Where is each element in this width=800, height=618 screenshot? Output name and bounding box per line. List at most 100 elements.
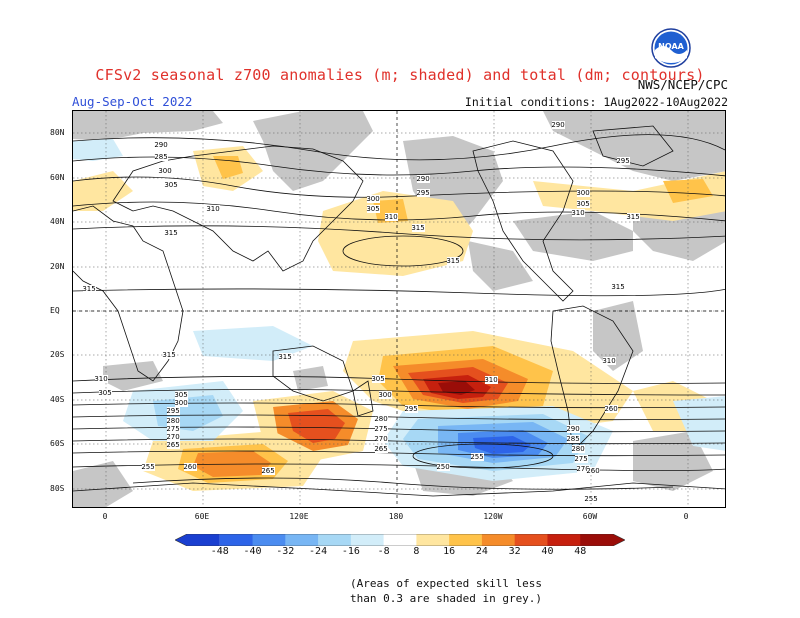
contour-label-background xyxy=(412,224,425,232)
footnote-line-2: than 0.3 are shaded in grey.) xyxy=(350,592,543,605)
contour-label: 290 xyxy=(416,175,429,183)
contour-label-background xyxy=(279,353,292,361)
contour-label-background xyxy=(375,425,388,433)
contour-label: 255 xyxy=(584,495,597,503)
contour-label: 300 xyxy=(174,399,187,407)
contour-label: 265 xyxy=(166,441,179,449)
contour-label-background xyxy=(375,435,388,443)
contour-label: 310 xyxy=(94,375,107,383)
contour-label: 265 xyxy=(374,445,387,453)
contour-label: 300 xyxy=(158,167,171,175)
contour-label-background xyxy=(159,167,172,175)
contour-label: 305 xyxy=(174,391,187,399)
contour-label: 315 xyxy=(162,351,175,359)
contour-label-background xyxy=(83,285,96,293)
contour-label: 315 xyxy=(278,353,291,361)
contour-label: 270 xyxy=(166,433,179,441)
contour-label: 275 xyxy=(166,425,179,433)
colorbar-swatch xyxy=(416,534,450,546)
lat-label-40s: 40S xyxy=(50,395,65,404)
contour-label-background xyxy=(165,181,178,189)
lat-label-60n: 60N xyxy=(50,173,65,182)
negative-anomaly-shading xyxy=(73,139,725,481)
contour-label-background xyxy=(167,425,180,433)
lon-label-0: 0 xyxy=(102,512,108,521)
contour-label: 285 xyxy=(154,153,167,161)
contour-label-background xyxy=(167,433,180,441)
colorbar-tick-label: -48 xyxy=(210,546,229,557)
forecast-period: Aug-Sep-Oct 2022 xyxy=(72,94,193,109)
contour-label-background xyxy=(612,283,625,291)
colorbar-tick-label: 32 xyxy=(508,546,521,557)
lat-label-40n: 40N xyxy=(50,217,65,226)
contour-label: 260 xyxy=(183,463,196,471)
contour-label: 315 xyxy=(82,285,95,293)
contour-label-background xyxy=(485,376,498,384)
contour-label-background xyxy=(142,463,155,471)
colorbar-swatch xyxy=(481,534,516,546)
contour-label-background xyxy=(155,153,168,161)
contour-label: 285 xyxy=(566,435,579,443)
contour-label-background xyxy=(167,441,180,449)
contour-label-background xyxy=(437,463,450,471)
contour-label-background xyxy=(165,229,178,237)
lat-label-80n: 80N xyxy=(50,128,65,137)
reference-lines xyxy=(73,111,725,507)
contour-label-background xyxy=(572,209,585,217)
contour-label: 305 xyxy=(98,389,111,397)
contour-label: 260 xyxy=(604,405,617,413)
agency-label: NWS/NCEP/CPC xyxy=(637,77,728,92)
colorbar-swatch xyxy=(580,534,625,546)
contour-label: 250 xyxy=(436,463,449,471)
lat-label-20s: 20S xyxy=(50,350,65,359)
contour-label-background xyxy=(567,435,580,443)
contour-label: 315 xyxy=(411,224,424,232)
contour-label-background xyxy=(577,465,590,473)
colorbar-tick-label: -32 xyxy=(276,546,295,557)
contour-label: 310 xyxy=(484,376,497,384)
map-title: CFSv2 seasonal z700 anomalies (m; shaded… xyxy=(95,66,705,84)
contour-label-background xyxy=(575,455,588,463)
contour-label-background xyxy=(184,463,197,471)
contour-label: 270 xyxy=(374,435,387,443)
contour-label-background xyxy=(167,417,180,425)
contour-label-background xyxy=(585,495,598,503)
contour-label: 290 xyxy=(154,141,167,149)
colorbar-swatch xyxy=(219,534,254,546)
colorbar-swatch xyxy=(318,534,352,546)
map-canvas: 2902853003053103153003053103152902953152… xyxy=(73,111,725,507)
contour-label: 305 xyxy=(366,205,379,213)
lat-label-20n: 20N xyxy=(50,262,65,271)
contour-label: 310 xyxy=(206,205,219,213)
colorbar-tick-label: 8 xyxy=(413,546,420,557)
contour-label-background xyxy=(375,415,388,423)
contour-label-background xyxy=(572,445,585,453)
colorbar-tick-label: -40 xyxy=(243,546,262,557)
colorbar-tick-label: 16 xyxy=(443,546,456,557)
colorbar-tick-label: -24 xyxy=(309,546,328,557)
contour-label: 305 xyxy=(576,200,589,208)
colorbar-swatch xyxy=(175,534,220,546)
contour-label-background xyxy=(577,200,590,208)
lat-label-60s: 60S xyxy=(50,439,65,448)
contour-label: 300 xyxy=(378,391,391,399)
colorbar-swatch xyxy=(252,534,286,546)
contour-label: 280 xyxy=(374,415,387,423)
colorbar-swatch xyxy=(383,534,417,546)
colorbar-tick-label: -8 xyxy=(377,546,390,557)
contour-label: 300 xyxy=(366,195,379,203)
contour-label-background xyxy=(627,213,640,221)
contour-label: 295 xyxy=(416,189,429,197)
contour-label: 315 xyxy=(611,283,624,291)
contour-label-background xyxy=(375,445,388,453)
contour-label: 315 xyxy=(164,229,177,237)
colorbar-swatch xyxy=(285,534,319,546)
anomaly-colorbar xyxy=(175,534,625,546)
coastlines xyxy=(73,125,725,497)
colorbar-swatch xyxy=(514,534,548,546)
lon-label-120e: 120E xyxy=(289,512,309,521)
contour-label: 270 xyxy=(576,465,589,473)
colorbar-swatch xyxy=(547,534,581,546)
colorbar-swatch xyxy=(350,534,385,546)
lon-label-180: 180 xyxy=(388,512,404,521)
